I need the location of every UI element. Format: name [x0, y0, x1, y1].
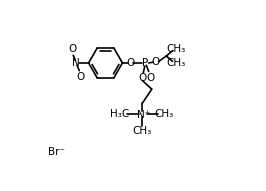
Text: N: N [72, 58, 80, 68]
Text: O: O [151, 57, 160, 67]
Text: O: O [146, 73, 154, 83]
Text: O: O [138, 73, 147, 83]
Text: O: O [126, 58, 134, 68]
Text: CH₃: CH₃ [155, 109, 174, 119]
Text: CH₃: CH₃ [166, 58, 185, 68]
Text: N⁺: N⁺ [137, 110, 150, 120]
Text: P: P [142, 58, 149, 68]
Text: CH₃: CH₃ [133, 126, 152, 137]
Text: H₃C: H₃C [110, 109, 129, 119]
Text: O: O [76, 72, 84, 82]
Text: CH₃: CH₃ [166, 44, 185, 54]
Text: O: O [68, 44, 77, 54]
Text: Br⁻: Br⁻ [48, 147, 65, 157]
